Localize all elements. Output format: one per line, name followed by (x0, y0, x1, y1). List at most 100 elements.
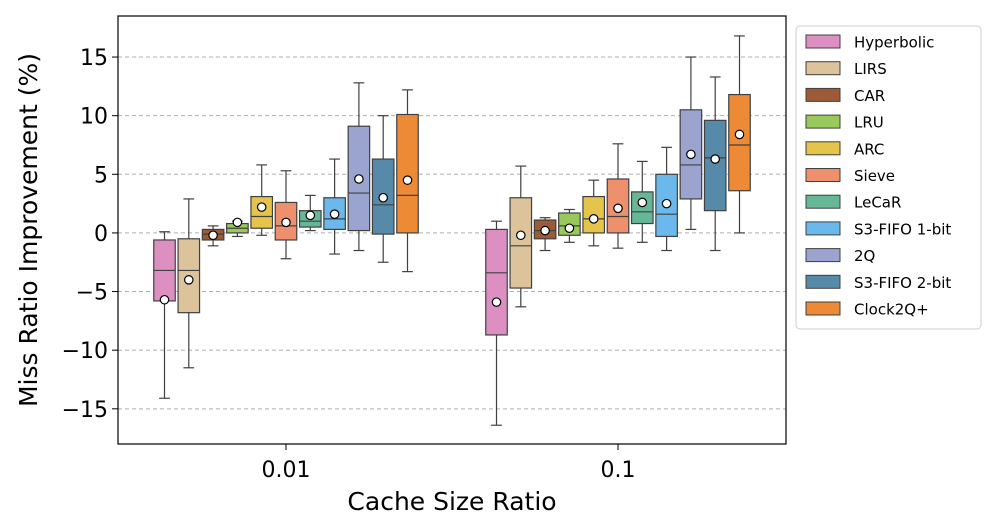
legend-swatch (805, 221, 841, 236)
box-iqr (485, 228, 508, 336)
legend-swatch (805, 87, 841, 102)
box-car-0.1 (533, 217, 557, 252)
legend-label: CAR (854, 87, 885, 105)
box-iqr (396, 113, 419, 234)
box-s3-fifo-2-bit-0.01 (371, 115, 395, 263)
mean-marker (402, 175, 413, 185)
box-sieve-0.1 (606, 143, 630, 249)
legend-label: Hyperbolic (854, 34, 934, 52)
box-lirs-0.1 (509, 165, 533, 308)
mean-marker (686, 149, 696, 160)
plot-frame (117, 15, 787, 445)
legend-swatch (805, 168, 841, 182)
box-iqr (250, 195, 274, 229)
mean-marker (184, 275, 194, 285)
box-iqr (509, 197, 533, 289)
box-iqr (703, 119, 727, 212)
box-lecar-0.1 (630, 160, 654, 243)
legend-item-clock2q-: Clock2Q+ (805, 301, 929, 319)
mean-marker (734, 129, 745, 140)
legend-label: LeCaR (854, 194, 901, 212)
mean-marker (613, 203, 623, 214)
legend-label: LIRS (854, 60, 887, 78)
legend-frame (795, 25, 982, 330)
box-arc-0.1 (582, 179, 606, 247)
mean-marker (491, 297, 502, 307)
box-lecar-0.01 (298, 194, 322, 232)
legend-swatch (805, 274, 841, 289)
box-s3-fifo-2-bit-0.1 (703, 76, 727, 252)
legend-swatch (805, 114, 841, 129)
mean-marker (378, 192, 388, 203)
legend-item-car: CAR (805, 87, 885, 105)
legend-label: ARC (854, 140, 884, 158)
mean-marker (540, 225, 550, 236)
legend-label: 2Q (854, 247, 875, 265)
legend-item-s3-fifo-1-bit: S3-FIFO 1-bit (805, 220, 951, 238)
mean-marker (281, 217, 291, 228)
mean-marker (329, 209, 340, 219)
y-tick-label: −15 (62, 398, 108, 423)
legend-swatch (805, 301, 841, 316)
legend-item-s3-fifo-2-bit: S3-FIFO 2-bit (805, 274, 951, 292)
legend-item-lecar: LeCaR (805, 194, 901, 212)
mean-marker (661, 198, 672, 209)
legend-item-sieve: Sieve (805, 167, 895, 185)
x-axis-label: Cache Size Ratio (347, 487, 556, 516)
mean-marker (637, 197, 648, 208)
legend-swatch (805, 248, 841, 263)
legend: Hyperbolic LIRS CAR LRU ARC Sieve LeCaR S3-FIFO… (795, 25, 982, 330)
box-iqr (630, 191, 654, 225)
box-clock2q--0.1 (728, 35, 751, 234)
box-2q-0.01 (347, 82, 371, 252)
y-tick-label: −10 (62, 339, 108, 364)
axes: −15 −10 −5 0 5 10 15 0.01 0.1 (62, 46, 636, 483)
mean-marker (710, 154, 720, 164)
mean-marker (515, 230, 526, 241)
legend-swatch (805, 61, 841, 76)
x-tick-label: 0.1 (601, 458, 636, 483)
mean-marker (588, 214, 599, 224)
box-arc-0.01 (250, 164, 274, 236)
mean-marker (564, 223, 575, 234)
y-tick-label: 15 (80, 46, 108, 71)
y-tick-label: −5 (76, 281, 108, 306)
box-clock2q--0.01 (396, 89, 419, 273)
box-s3-fifo-1-bit-0.1 (655, 146, 678, 252)
legend-item-2q: 2Q (805, 247, 875, 265)
legend-label: Clock2Q+ (854, 301, 929, 319)
legend-swatch (805, 34, 841, 49)
y-axis-label: Miss Ratio Improvement (%) (14, 53, 43, 407)
legend-item-lirs: LIRS (805, 60, 887, 78)
mean-marker (354, 174, 364, 184)
box-lru-0.01 (226, 217, 249, 238)
box-2q-0.1 (679, 56, 703, 231)
box-hyperbolic-0.01 (153, 231, 176, 399)
y-tick-label: 10 (80, 105, 108, 130)
legend-label: S3-FIFO 2-bit (854, 274, 951, 292)
legend-label: S3-FIFO 1-bit (854, 220, 951, 238)
legend-label: LRU (854, 114, 884, 132)
x-tick-label: 0.01 (262, 458, 311, 483)
mean-marker (159, 294, 170, 305)
mean-marker (305, 210, 316, 221)
legend-swatch (805, 194, 841, 209)
box-s3-fifo-1-bit-0.01 (323, 158, 346, 255)
box-lirs-0.01 (177, 198, 201, 369)
box-sieve-0.01 (274, 170, 298, 260)
box-lru-0.1 (558, 208, 581, 243)
box-car-0.01 (201, 225, 225, 247)
legend-label: Sieve (854, 167, 895, 185)
legend-item-lru: LRU (805, 114, 884, 132)
mean-marker (208, 230, 218, 241)
box-iqr (728, 93, 751, 192)
box-hyperbolic-0.1 (485, 220, 508, 426)
legend-item-hyperbolic: Hyperbolic (805, 34, 934, 52)
boxes (153, 35, 751, 426)
legend-item-arc: ARC (805, 140, 884, 158)
y-tick-label: 5 (94, 163, 108, 188)
mean-marker (256, 202, 267, 212)
y-tick-label: 0 (94, 222, 108, 247)
legend-swatch (805, 141, 841, 156)
